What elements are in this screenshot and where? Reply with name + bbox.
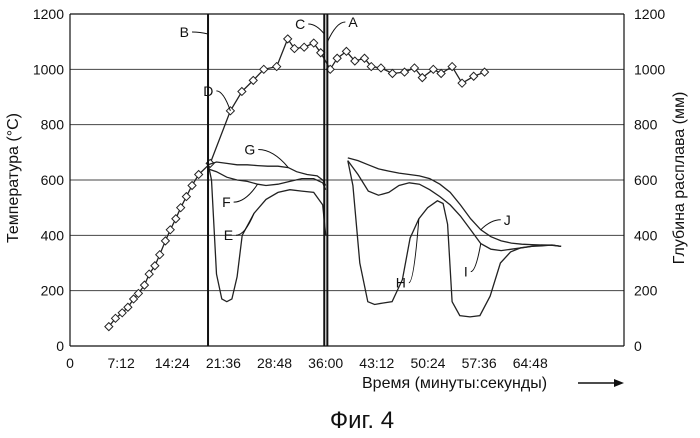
x-axis-arrow [578,379,624,387]
y-tick-right-200: 200 [634,283,658,299]
data-point-D-8 [151,262,159,270]
data-point-D-25 [300,43,308,51]
data-point-D-11 [166,226,174,234]
callout-label-D: D [203,83,213,99]
x-axis-label: Время (минуты:секунды) [362,375,547,392]
y-tick-right-400: 400 [634,227,658,243]
left-y-tick-labels: 0 200 400 600 800 1000 1200 [33,6,64,354]
callout-label-I: I [464,264,468,280]
horizontal-gridlines [70,69,624,290]
x-tick-labels: 0 7:12 14:24 21:36 28:48 36:00 43:12 50:24 57:36… [66,355,548,371]
data-point-D-35 [388,69,396,77]
y-tick-right-600: 600 [634,172,658,188]
right-y-tick-labels: 0 200 400 600 800 1000 1200 [634,6,665,354]
data-point-D-12 [172,215,180,223]
callout-leader-C [308,24,324,34]
data-point-D-42 [458,79,466,87]
series-callouts: B C A D G F E H I J [180,14,511,291]
y-axis-label-left: Температура (°C) [5,113,22,243]
x-tick-7: 50:24 [410,355,445,371]
data-point-D-15 [188,182,196,190]
callout-label-B: B [180,24,189,40]
y-tick-right-800: 800 [634,117,658,133]
series-line-F [208,169,326,190]
series-line-I [348,161,561,251]
figure-caption: Фиг. 4 [330,407,394,434]
callout-leader-B [192,32,208,34]
callout-label-C: C [295,16,305,32]
data-point-D-13 [177,204,185,212]
series-line-G [208,162,326,186]
callout-leader-A [327,22,345,42]
x-tick-9: 64:48 [513,355,548,371]
data-point-D-14 [182,193,190,201]
data-point-D-7 [145,270,153,278]
callout-label-H: H [396,275,406,291]
y-tick-left-600: 600 [41,172,65,188]
data-point-D-24 [290,45,298,53]
callout-leader-G [258,150,288,168]
callout-label-A: A [348,14,358,30]
y-tick-left-0: 0 [56,338,64,354]
callout-leader-E [236,213,254,235]
y-tick-left-1200: 1200 [33,6,64,22]
y-tick-left-800: 800 [41,117,65,133]
series-line-H [348,161,561,317]
callout-leader-J [481,220,501,230]
x-tick-3: 21:36 [206,355,241,371]
callout-label-G: G [244,142,255,158]
x-tick-2: 14:24 [155,355,190,371]
data-point-D-9 [156,251,164,259]
y-tick-left-400: 400 [41,227,65,243]
y-tick-left-200: 200 [41,283,65,299]
data-point-D-43 [470,72,478,80]
y-tick-right-1200: 1200 [634,6,665,22]
callout-label-F: F [222,194,231,210]
callout-label-J: J [504,212,511,228]
y-axis-label-right: Глубина расплава (мм) [671,92,688,265]
y-tick-right-0: 0 [634,338,642,354]
series-line-J [348,158,561,247]
x-tick-8: 57:36 [462,355,497,371]
x-tick-4: 28:48 [257,355,292,371]
series-line-D [109,39,485,327]
x-tick-1: 7:12 [108,355,135,371]
callout-leader-D [216,91,230,111]
series-layer [105,35,561,331]
callout-leader-F [234,184,258,202]
data-point-D-23 [284,35,292,43]
callout-leader-I [471,244,481,272]
data-point-D-34 [377,64,385,72]
y-tick-right-1000: 1000 [634,61,665,77]
y-tick-left-1000: 1000 [33,61,64,77]
data-point-D-10 [161,237,169,245]
data-point-D-40 [437,69,445,77]
callout-label-E: E [224,227,233,243]
x-tick-0: 0 [66,355,74,371]
data-point-D-26 [310,39,318,47]
x-tick-5: 36:00 [308,355,343,371]
x-tick-6: 43:12 [359,355,394,371]
